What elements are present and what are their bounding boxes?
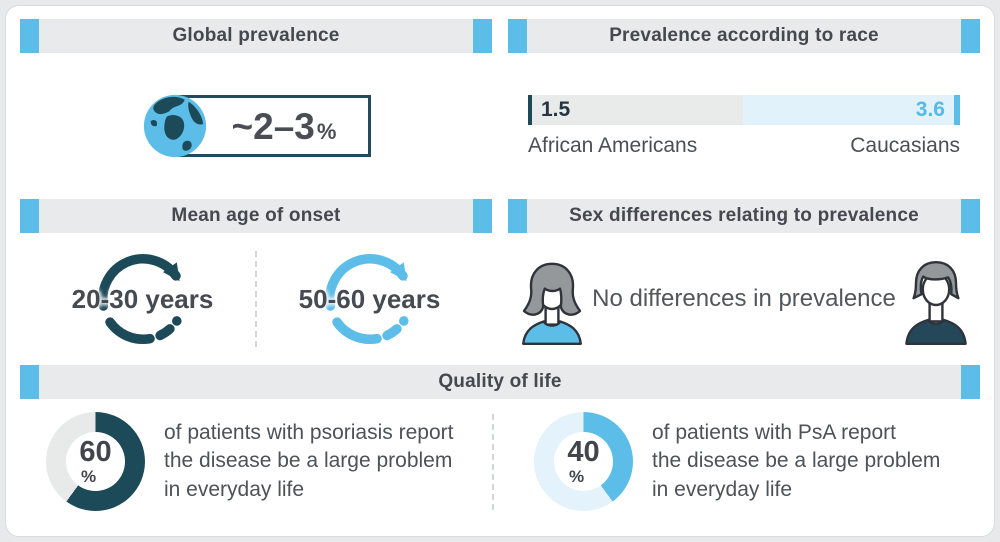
section-title: Quality of life [39, 365, 961, 399]
section-title: Sex differences relating to prevalence [527, 199, 961, 233]
race-labels: African Americans Caucasians [528, 134, 960, 158]
race-panel: 1.5 3.6 African Americans Caucasians [508, 63, 980, 189]
header-accent-right [961, 19, 980, 53]
section-title: Prevalence according to race [527, 19, 961, 53]
header-accent-right [473, 19, 492, 53]
qol-statement: of patients with psoriasis report the di… [164, 419, 453, 504]
top-grid: Global prevalence Prevalence according t… [20, 19, 980, 355]
onset-range-label: 20-30 years [71, 283, 214, 314]
qol-statement-line: in everyday life [164, 477, 305, 501]
woman-icon [522, 262, 582, 345]
donut-value: 60 [79, 436, 112, 468]
header-onset: Mean age of onset [20, 199, 492, 233]
cycle-arrow-icon [324, 254, 409, 344]
cycle-arrow-icon [97, 254, 182, 344]
onset-panel: 20-30 years 50-60 [20, 243, 492, 355]
race-label-caucasians: Caucasians [850, 133, 960, 157]
donut-unit: % [568, 467, 585, 486]
header-global-prevalence: Global prevalence [20, 19, 492, 53]
divider [492, 413, 494, 510]
donut-unit: % [80, 467, 97, 486]
donut-center: 60 % [66, 432, 125, 491]
prevalence-value-box: ~2–3 % [175, 95, 371, 157]
divider [255, 251, 257, 347]
header-accent-left [508, 199, 527, 233]
donut-chart-psa: 40 % [534, 412, 633, 511]
header-accent-left [508, 19, 527, 53]
header-accent-right [961, 365, 980, 399]
race-bar-chart: 1.5 3.6 [528, 94, 960, 125]
header-race: Prevalence according to race [508, 19, 980, 53]
qol-statement-line: of patients with psoriasis report [164, 420, 454, 444]
header-accent-left [20, 365, 39, 399]
onset-range-early: 20-30 years [30, 243, 255, 355]
donut-chart-psoriasis: 60 % [46, 412, 145, 511]
qol-statement: of patients with PsA report the disease … [652, 419, 940, 504]
header-quality-of-life: Quality of life [20, 365, 980, 399]
race-bar-african-americans: 1.5 [528, 94, 743, 125]
header-accent-left [20, 19, 39, 53]
section-title: Mean age of onset [39, 199, 473, 233]
qol-psa: 40 % of patients with PsA report the dis… [494, 399, 980, 524]
section-title: Global prevalence [39, 19, 473, 53]
sex-panel: No differences in prevalence [508, 243, 980, 355]
global-prevalence-figure: ~2–3 % [141, 94, 371, 158]
prevalence-value: ~2–3 [231, 106, 315, 147]
header-accent-right [961, 199, 980, 233]
header-accent-right [473, 199, 492, 233]
quality-of-life-panel: 60 % of patients with psoriasis report t… [20, 399, 980, 524]
qol-statement-line: in everyday life [652, 477, 793, 501]
onset-range-late: 50-60 years [257, 243, 482, 355]
onset-range-label: 50-60 years [298, 283, 441, 314]
sex-statement: No differences in prevalence [592, 285, 896, 312]
qol-statement-line: the disease be a large problem [164, 449, 453, 473]
man-icon [905, 261, 967, 345]
qol-statement-line: the disease be a large problem [652, 449, 941, 473]
donut-center: 40 % [554, 432, 613, 491]
donut-value: 40 [567, 436, 600, 468]
infographic-card: Global prevalence Prevalence according t… [5, 5, 995, 537]
global-prevalence-panel: ~2–3 % [20, 63, 492, 189]
header-accent-left [20, 199, 39, 233]
header-sex: Sex differences relating to prevalence [508, 199, 980, 233]
race-label-african-americans: African Americans [528, 133, 698, 157]
globe-icon [143, 94, 207, 158]
qol-statement-line: of patients with PsA report [652, 420, 896, 444]
qol-psoriasis: 60 % of patients with psoriasis report t… [20, 399, 492, 524]
prevalence-unit: % [316, 119, 337, 144]
race-bar-caucasians: 3.6 [743, 94, 960, 125]
